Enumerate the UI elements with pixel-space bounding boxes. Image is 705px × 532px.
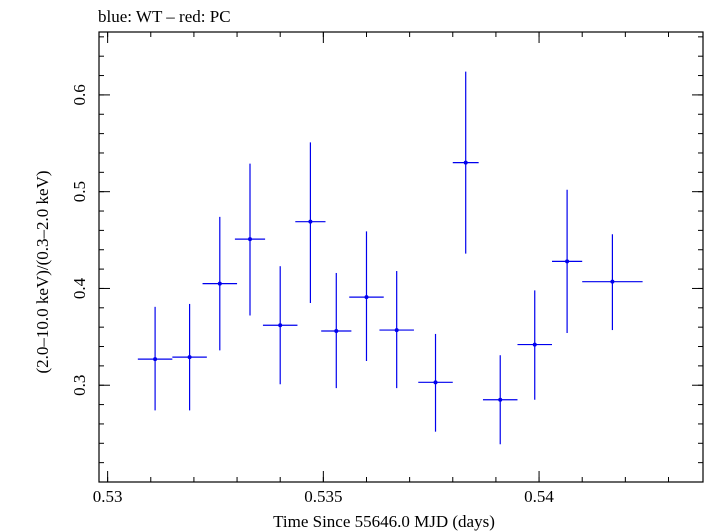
- data-point: [137, 306, 173, 411]
- data-point: [262, 266, 298, 385]
- data-point: [452, 71, 479, 254]
- data-point: [517, 290, 552, 400]
- data-point: [418, 333, 453, 432]
- data-marker: [498, 397, 503, 402]
- data-marker: [433, 380, 438, 385]
- plot-frame: [98, 31, 704, 483]
- data-marker: [248, 237, 252, 242]
- data-point: [482, 355, 518, 445]
- data-marker: [278, 323, 283, 328]
- data-marker: [394, 328, 399, 333]
- data-point: [172, 303, 207, 411]
- x-tick-label: 0.535: [304, 487, 342, 506]
- data-point: [321, 272, 352, 389]
- data-point: [349, 231, 384, 362]
- data-point: [379, 271, 414, 389]
- data-marker: [463, 160, 468, 165]
- data-point: [234, 163, 266, 316]
- y-tick-label: 0.4: [70, 277, 89, 299]
- data-marker: [610, 279, 615, 284]
- data-point: [582, 234, 643, 331]
- data-marker: [334, 329, 339, 334]
- data-marker: [364, 295, 369, 300]
- data-marker: [153, 357, 158, 362]
- axis-ticks: [99, 32, 703, 483]
- x-tick-label: 0.53: [93, 487, 123, 506]
- data-marker: [308, 219, 313, 224]
- axis-tick-labels: 0.53 0.535 0.54 0.3 0.4 0.5 0.6: [70, 84, 554, 506]
- y-axis-label: (2.0–10.0 keV)/(0.3–2.0 keV): [33, 170, 52, 373]
- data-marker: [532, 342, 537, 347]
- data-point: [202, 216, 238, 351]
- data-points: [137, 71, 643, 445]
- y-tick-label: 0.5: [70, 181, 89, 202]
- data-marker: [217, 281, 222, 286]
- data-marker: [187, 355, 192, 360]
- y-tick-label: 0.3: [70, 375, 89, 396]
- data-point: [295, 142, 326, 303]
- x-tick-label: 0.54: [524, 487, 554, 506]
- y-tick-label: 0.6: [70, 84, 89, 105]
- chart-title: blue: WT – red: PC: [98, 7, 231, 26]
- data-point: [552, 189, 583, 333]
- x-axis-label: Time Since 55646.0 MJD (days): [273, 512, 495, 531]
- data-marker: [565, 259, 570, 264]
